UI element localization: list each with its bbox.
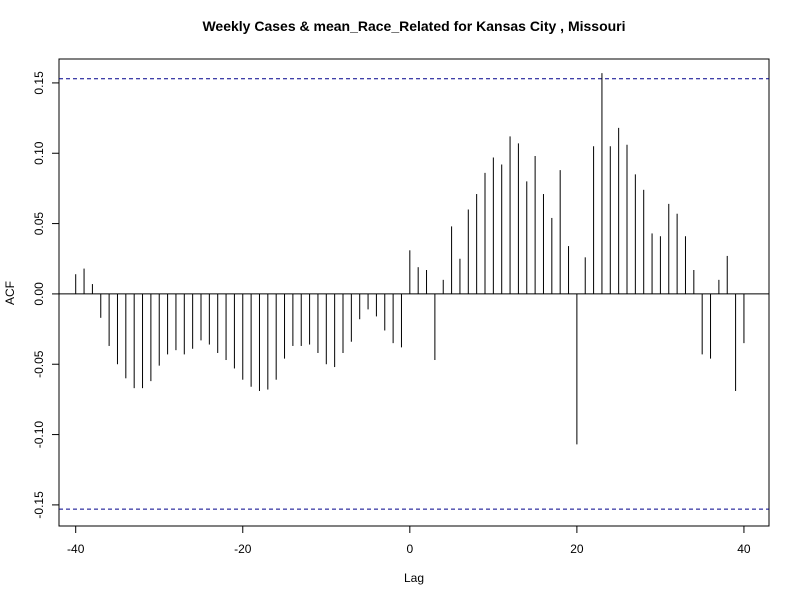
chart-axes: -40 -20 0 20 40 -0.15 -0.10 -0.05 0.00 0.05 0.10 0.…: [32, 71, 751, 556]
x-tick-label: -40: [67, 542, 85, 556]
x-tick-label: 0: [406, 542, 413, 556]
y-tick-label: 0.05: [32, 212, 46, 236]
y-tick-label: -0.10: [32, 421, 46, 449]
chart-title: Weekly Cases & mean_Race_Related for Kan…: [202, 18, 625, 34]
y-tick-label: 0.15: [32, 71, 46, 95]
y-tick-label: 0.00: [32, 282, 46, 306]
x-tick-label: -20: [234, 542, 252, 556]
x-tick-label: 40: [737, 542, 751, 556]
y-axis-label: ACF: [3, 281, 17, 305]
plot-frame: [58, 58, 770, 527]
x-tick-label: 20: [570, 542, 584, 556]
chart-marks: [59, 73, 769, 510]
x-axis-label: Lag: [404, 571, 424, 585]
y-tick-label: -0.15: [32, 491, 46, 519]
y-tick-label: -0.05: [32, 350, 46, 378]
y-tick-label: 0.10: [32, 141, 46, 165]
